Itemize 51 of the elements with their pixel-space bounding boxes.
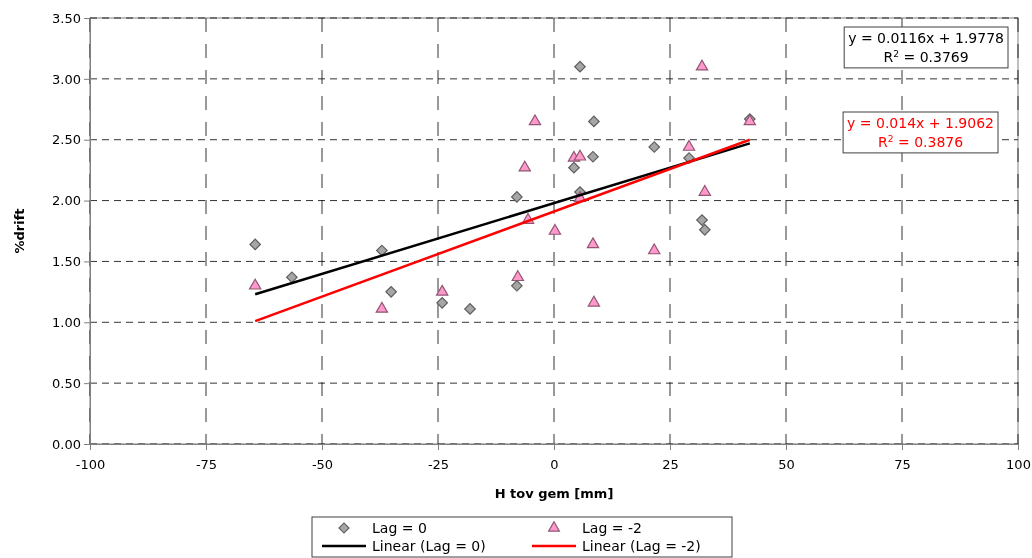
- point: [435, 284, 449, 296]
- legend-label: Linear (Lag = -2): [582, 538, 701, 554]
- legend-label: Lag = -2: [582, 520, 642, 536]
- point: [698, 184, 712, 196]
- point: [587, 295, 601, 307]
- point: [647, 243, 661, 255]
- x-tick-label: 50: [778, 456, 795, 472]
- y-tick-label: 0.50: [52, 375, 81, 391]
- point: [648, 141, 661, 153]
- point: [548, 223, 562, 235]
- y-axis-title: %drift: [12, 208, 27, 254]
- point: [586, 237, 600, 249]
- legend-label: Lag = 0: [372, 520, 427, 536]
- point: [698, 223, 711, 236]
- y-tick-label: 3.00: [52, 71, 81, 87]
- point: [248, 278, 262, 290]
- x-tick-label: -100: [75, 456, 106, 472]
- point: [574, 60, 586, 73]
- y-tick-label: 3.50: [52, 10, 81, 26]
- legend-label: Linear (Lag = 0): [372, 538, 486, 554]
- point: [518, 160, 531, 172]
- point: [573, 149, 587, 161]
- y-tick-label: 1.50: [52, 254, 81, 270]
- y-tick-label: 1.00: [52, 314, 81, 330]
- y-tick-label: 0.00: [52, 436, 81, 452]
- point: [696, 214, 708, 226]
- y-tick-label: 2.00: [52, 193, 81, 209]
- x-tick-label: 75: [894, 456, 911, 472]
- point: [511, 191, 523, 203]
- point: [587, 150, 599, 163]
- x-tick-label: 25: [662, 456, 679, 472]
- x-tick-label: -50: [311, 456, 334, 472]
- point: [249, 238, 262, 251]
- point: [375, 301, 389, 313]
- x-axis-title: H tov gem [mm]: [494, 486, 614, 501]
- point: [464, 303, 476, 315]
- annotation: y = 0.0116x + 1.9778 R$^{2}$ = 0.3769: [848, 30, 1004, 65]
- y-tick-label: 2.50: [52, 132, 81, 148]
- point: [588, 115, 600, 128]
- x-tick-label: 100: [1006, 456, 1031, 472]
- x-tick-label: -75: [195, 456, 218, 472]
- annotation: y = 0.014x + 1.9062 R$^{2}$ = 0.3876: [847, 115, 994, 150]
- point: [682, 139, 696, 151]
- x-tick-label: 0: [550, 456, 559, 472]
- point: [436, 296, 449, 309]
- point: [511, 270, 525, 282]
- point: [695, 59, 709, 71]
- x-tick-label: -25: [427, 456, 450, 472]
- point: [528, 114, 542, 126]
- point: [568, 161, 580, 174]
- point: [385, 286, 397, 298]
